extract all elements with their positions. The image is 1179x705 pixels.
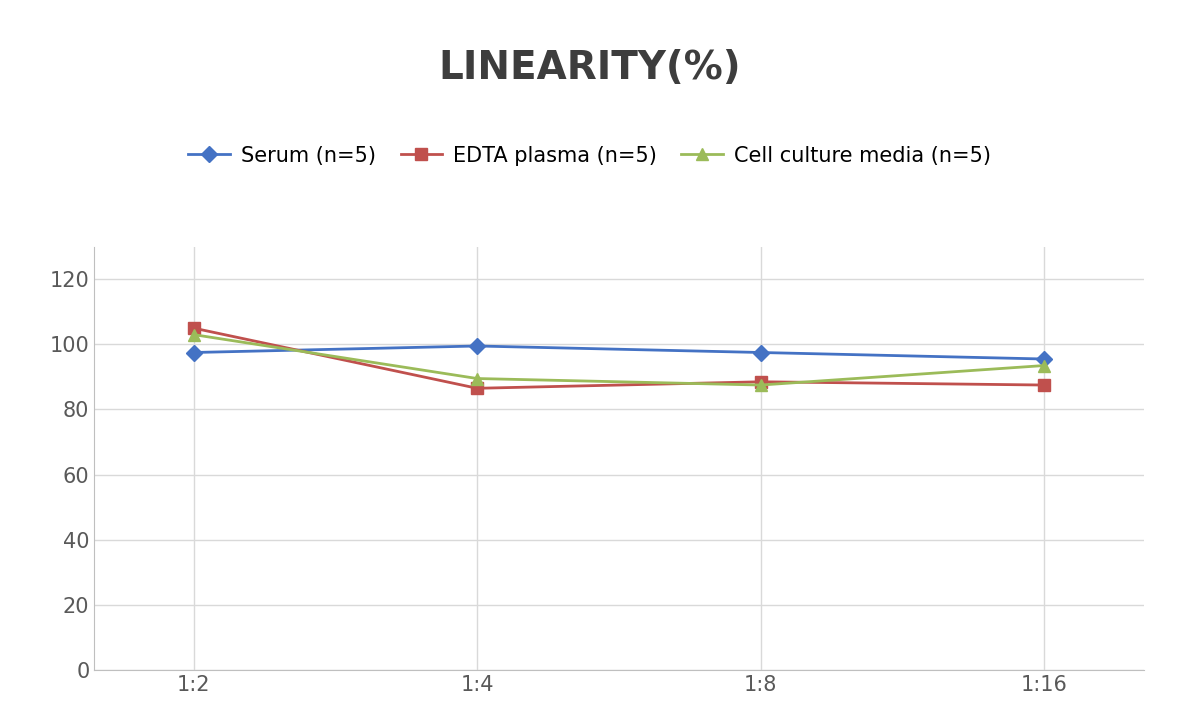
Serum (n=5) bbox=[1038, 355, 1052, 363]
EDTA plasma (n=5) bbox=[186, 324, 200, 332]
Line: Serum (n=5): Serum (n=5) bbox=[187, 341, 1050, 364]
Cell culture media (n=5) bbox=[186, 331, 200, 339]
Serum (n=5) bbox=[470, 342, 485, 350]
Text: LINEARITY(%): LINEARITY(%) bbox=[439, 49, 740, 87]
Line: Cell culture media (n=5): Cell culture media (n=5) bbox=[187, 329, 1050, 391]
Serum (n=5) bbox=[753, 348, 768, 357]
Legend: Serum (n=5), EDTA plasma (n=5), Cell culture media (n=5): Serum (n=5), EDTA plasma (n=5), Cell cul… bbox=[180, 137, 999, 174]
Cell culture media (n=5) bbox=[753, 381, 768, 389]
EDTA plasma (n=5) bbox=[1038, 381, 1052, 389]
Serum (n=5) bbox=[186, 348, 200, 357]
EDTA plasma (n=5) bbox=[753, 378, 768, 386]
Cell culture media (n=5) bbox=[470, 374, 485, 383]
EDTA plasma (n=5) bbox=[470, 384, 485, 393]
Line: EDTA plasma (n=5): EDTA plasma (n=5) bbox=[187, 323, 1050, 394]
Cell culture media (n=5) bbox=[1038, 361, 1052, 369]
